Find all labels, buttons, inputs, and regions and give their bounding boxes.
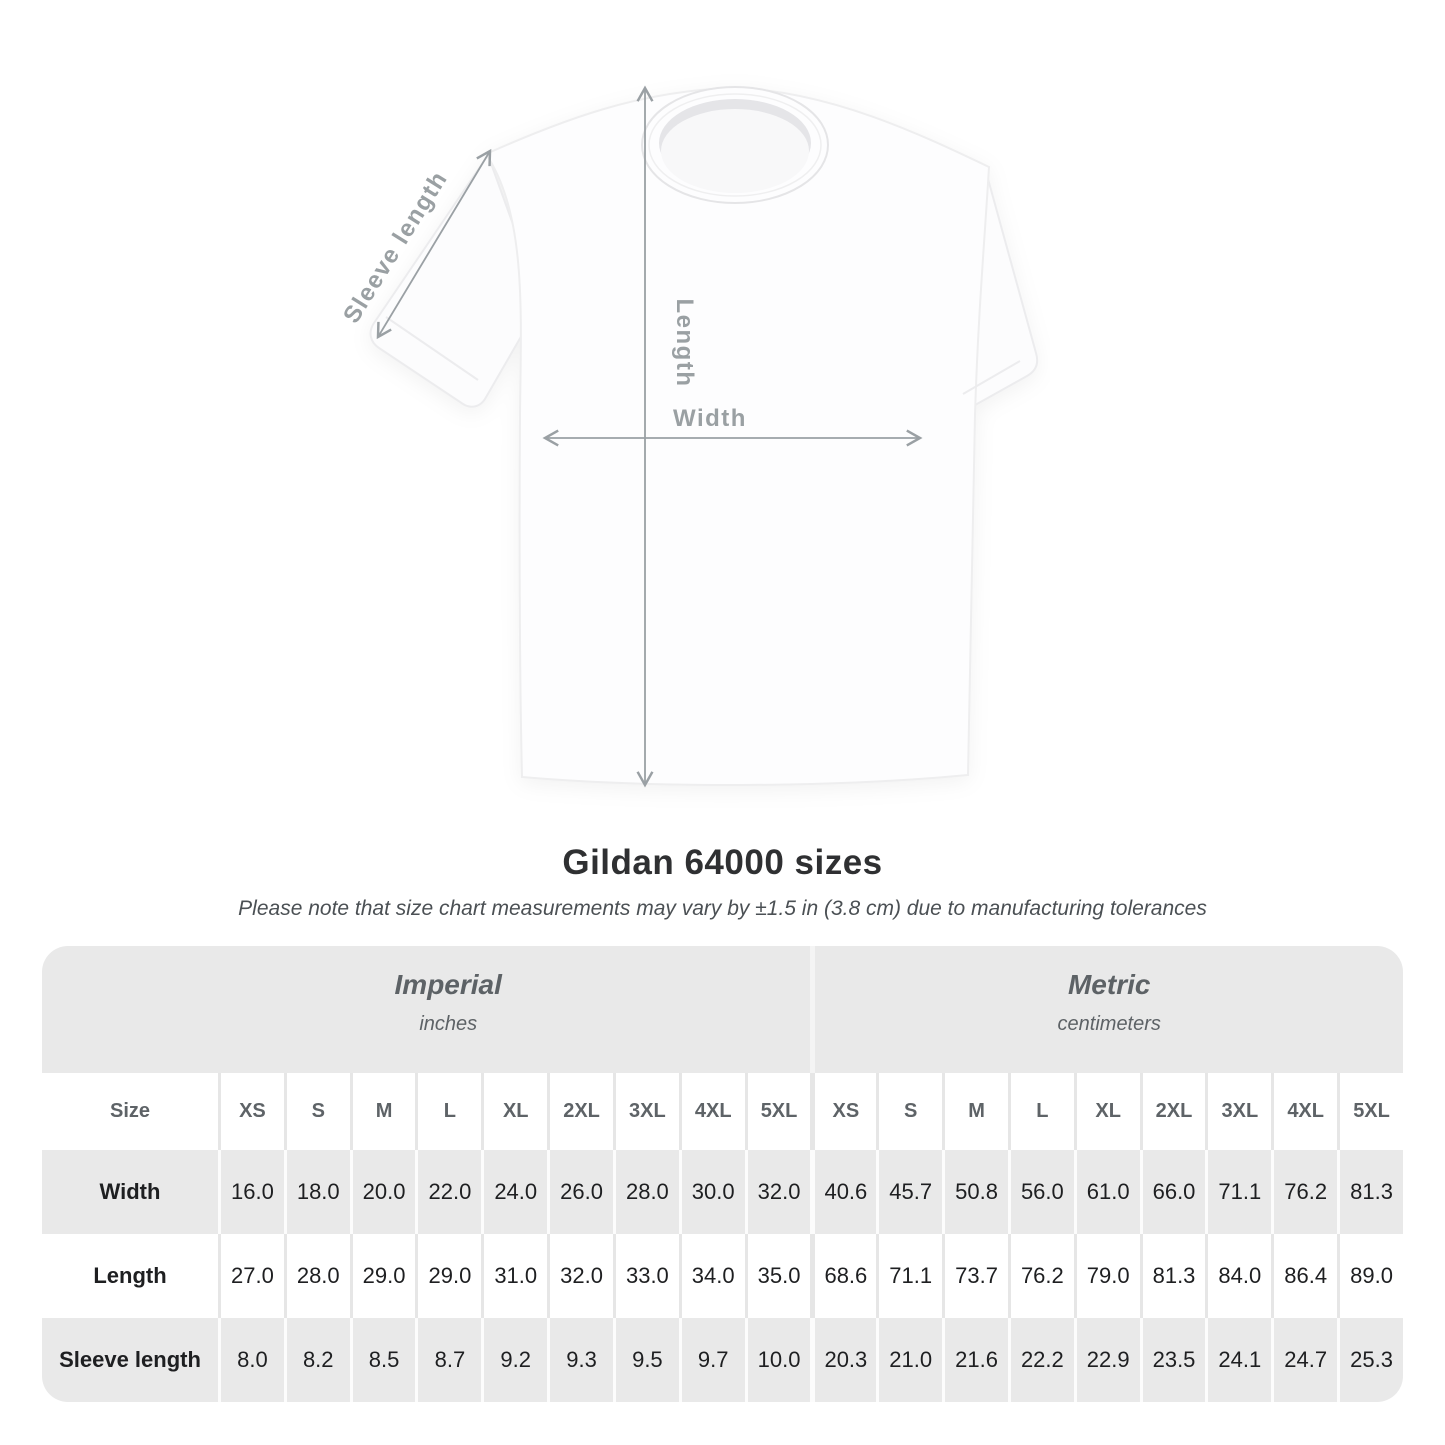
table-cell: 71.1	[1205, 1150, 1272, 1234]
metric-header-cell: Metric centimeters	[810, 946, 1403, 1073]
size-table: Imperial inches Metric centimeters Size X…	[42, 946, 1403, 1402]
row-label: Sleeve length	[42, 1318, 218, 1402]
size-header-cell: 3XL	[1205, 1073, 1272, 1150]
size-header-cell: S	[283, 1073, 350, 1150]
unit-band-row: Imperial inches Metric centimeters	[42, 946, 1403, 1073]
table-cell: 20.3	[810, 1318, 877, 1402]
table-cell: 68.6	[810, 1234, 877, 1318]
table-cell: 24.7	[1271, 1318, 1338, 1402]
size-header-cell: S	[876, 1073, 943, 1150]
tshirt-graphic	[369, 86, 1039, 786]
size-header-cell: 5XL	[744, 1073, 811, 1150]
size-header-cell: XL	[481, 1073, 548, 1150]
size-header-cell: 4XL	[678, 1073, 745, 1150]
table-cell: 21.0	[876, 1318, 943, 1402]
sleeve-length-arrow	[376, 148, 492, 340]
size-column-header: Size	[42, 1073, 218, 1150]
size-header-row: Size XS S M L XL 2XL 3XL 4XL 5XL XS S M L XL 2XL 3XL 4XL 5…	[42, 1073, 1403, 1150]
table-cell: 81.3	[1337, 1150, 1403, 1234]
table-row: Length 27.0 28.0 29.0 29.0 31.0 32.0 33.0 34.0 35…	[42, 1234, 1403, 1318]
table-cell: 45.7	[876, 1150, 943, 1234]
table-cell: 8.5	[349, 1318, 416, 1402]
table-cell: 9.5	[612, 1318, 679, 1402]
table-cell: 28.0	[612, 1150, 679, 1234]
length-label: Length	[671, 299, 698, 388]
table-cell: 24.1	[1205, 1318, 1272, 1402]
table-cell: 32.0	[547, 1234, 613, 1318]
size-header-cell: L	[1007, 1073, 1074, 1150]
size-header-cell: L	[415, 1073, 482, 1150]
table-cell: 84.0	[1205, 1234, 1272, 1318]
imperial-header-cell: Imperial inches	[42, 946, 811, 1073]
table-cell: 23.5	[1139, 1318, 1206, 1402]
table-cell: 10.0	[744, 1318, 811, 1402]
width-label: Width	[673, 405, 747, 432]
table-cell: 9.2	[481, 1318, 548, 1402]
table-cell: 28.0	[283, 1234, 350, 1318]
table-cell: 56.0	[1007, 1150, 1074, 1234]
table-cell: 26.0	[547, 1150, 613, 1234]
table-cell: 8.7	[415, 1318, 482, 1402]
table-cell: 76.2	[1007, 1234, 1074, 1318]
table-row: Width 16.0 18.0 20.0 22.0 24.0 26.0 28.0 30.0 32.…	[42, 1150, 1403, 1234]
table-cell: 35.0	[744, 1234, 811, 1318]
table-cell: 29.0	[415, 1234, 482, 1318]
table-cell: 76.2	[1271, 1150, 1338, 1234]
table-cell: 61.0	[1073, 1150, 1140, 1234]
table-cell: 31.0	[481, 1234, 548, 1318]
page-title: Gildan 64000 sizes	[562, 843, 883, 882]
table-cell: 30.0	[678, 1150, 745, 1234]
right-sleeve-seam	[962, 360, 1021, 395]
table-cell: 29.0	[349, 1234, 416, 1318]
table-cell: 50.8	[942, 1150, 1008, 1234]
size-header-cell: 4XL	[1271, 1073, 1338, 1150]
table-cell: 32.0	[744, 1150, 811, 1234]
table-cell: 89.0	[1337, 1234, 1403, 1318]
tolerance-note: Please note that size chart measurements…	[238, 897, 1207, 920]
table-cell: 18.0	[283, 1150, 350, 1234]
size-header-cell: M	[349, 1073, 416, 1150]
size-header-cell: 2XL	[1139, 1073, 1206, 1150]
table-cell: 24.0	[481, 1150, 548, 1234]
size-header-cell: XS	[810, 1073, 877, 1150]
tshirt-diagram: Sleeve length Length Width	[338, 85, 1039, 788]
metric-unit: centimeters	[1057, 1013, 1161, 1035]
size-table-body: Imperial inches Metric centimeters Size X…	[42, 946, 1403, 1402]
table-cell: 71.1	[876, 1234, 943, 1318]
table-cell: 66.0	[1139, 1150, 1206, 1234]
table-cell: 40.6	[810, 1150, 877, 1234]
imperial-unit: inches	[419, 1013, 478, 1035]
table-cell: 22.2	[1007, 1318, 1074, 1402]
table-cell: 8.2	[283, 1318, 350, 1402]
table-cell: 21.6	[942, 1318, 1008, 1402]
size-header-cell: 5XL	[1337, 1073, 1403, 1150]
table-row: Sleeve length 8.0 8.2 8.5 8.7 9.2 9.3 9.5 9.7 10.…	[42, 1318, 1403, 1402]
table-cell: 81.3	[1139, 1234, 1206, 1318]
table-cell: 16.0	[218, 1150, 284, 1234]
table-cell: 73.7	[942, 1234, 1008, 1318]
table-cell: 86.4	[1271, 1234, 1338, 1318]
table-cell: 34.0	[678, 1234, 745, 1318]
row-label: Length	[42, 1234, 218, 1318]
table-cell: 27.0	[218, 1234, 284, 1318]
table-cell: 22.0	[415, 1150, 482, 1234]
size-header-cell: M	[942, 1073, 1008, 1150]
imperial-label: Imperial	[394, 969, 502, 1000]
collar-opening	[661, 109, 809, 193]
table-cell: 25.3	[1337, 1318, 1403, 1402]
metric-label: Metric	[1067, 969, 1151, 1000]
table-cell: 22.9	[1073, 1318, 1140, 1402]
size-header-cell: 2XL	[547, 1073, 613, 1150]
table-cell: 79.0	[1073, 1234, 1140, 1318]
table-cell: 9.3	[547, 1318, 613, 1402]
row-label: Width	[42, 1150, 218, 1234]
table-cell: 9.7	[678, 1318, 745, 1402]
table-cell: 20.0	[349, 1150, 416, 1234]
size-header-cell: 3XL	[612, 1073, 679, 1150]
size-header-cell: XS	[218, 1073, 284, 1150]
table-cell: 33.0	[612, 1234, 679, 1318]
table-cell: 8.0	[218, 1318, 284, 1402]
size-header-cell: XL	[1073, 1073, 1140, 1150]
